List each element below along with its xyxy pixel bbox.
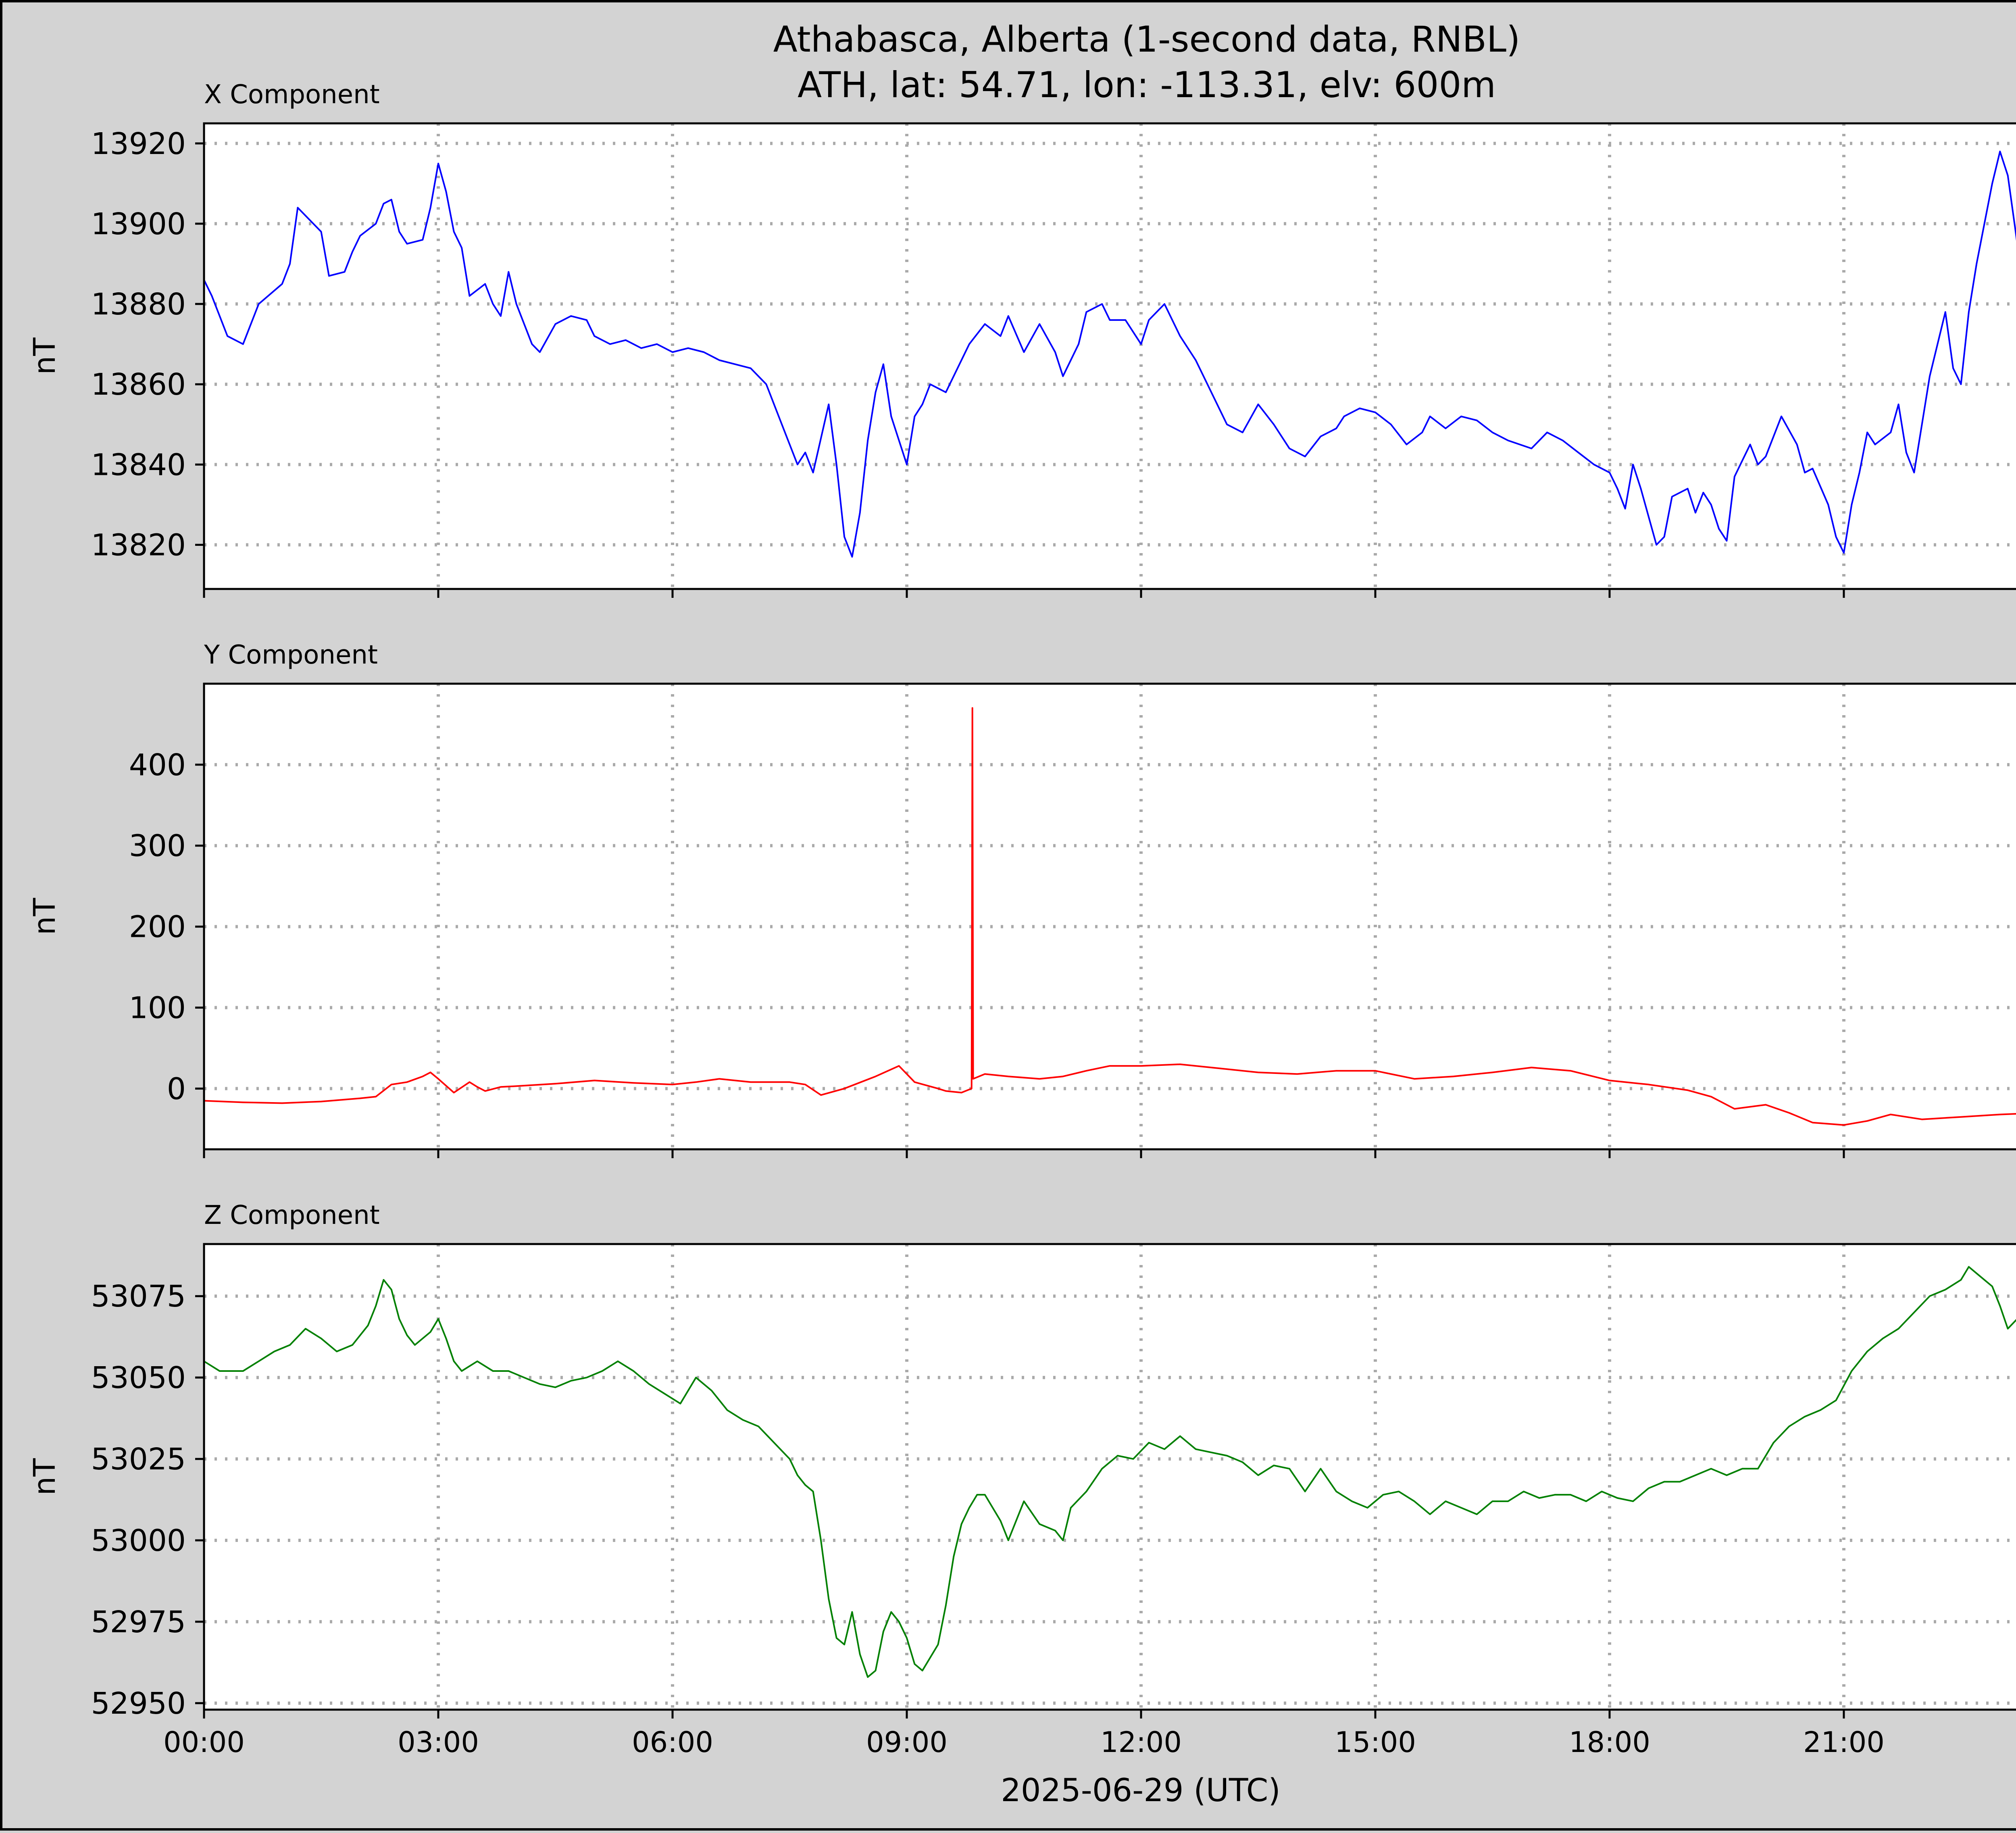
series-line-y (204, 707, 2016, 1126)
y-tick-label: 13840 (91, 447, 186, 482)
y-tick-label: 200 (129, 910, 186, 945)
x-tick-label: 12:00 (1100, 1726, 1182, 1759)
panel-title-y: Y Component (204, 640, 378, 670)
y-tick-label: 53000 (91, 1523, 186, 1558)
panel-title-x: X Component (204, 80, 380, 110)
y-tick-label: 53050 (91, 1361, 186, 1395)
x-axis-label: 2025-06-29 (UTC) (1001, 1773, 1281, 1809)
series-line-z (203, 1266, 2016, 1678)
x-tick-label: 15:00 (1335, 1726, 1416, 1759)
series-line-x (203, 150, 2016, 558)
chart-title: Athabasca, Alberta (1-second data, RNBL) (773, 19, 1520, 60)
y-tick-label: 300 (129, 829, 186, 863)
x-tick-label: 03:00 (398, 1726, 479, 1759)
x-tick-label: 18:00 (1569, 1726, 1650, 1759)
y-tick-label: 100 (129, 990, 186, 1025)
y-tick-label: 13880 (91, 287, 186, 322)
panel-title-z: Z Component (204, 1201, 380, 1230)
y-tick-label: 13860 (91, 367, 186, 402)
plot-area-z (204, 1244, 2016, 1710)
plot-frame-y (203, 682, 2016, 1151)
y-tick-label: 53075 (91, 1279, 186, 1314)
plot-area-y (204, 684, 2016, 1149)
x-tick-label: 21:00 (1803, 1726, 1885, 1759)
y-tick-label: 52950 (91, 1686, 186, 1721)
x-tick-label: 06:00 (632, 1726, 713, 1759)
x-tick-label: 09:00 (866, 1726, 948, 1759)
y-tick-label: 400 (129, 748, 186, 782)
y-axis-label-x: nT (27, 337, 62, 375)
y-tick-label: 13920 (91, 127, 186, 161)
plot-area-x (204, 123, 2016, 589)
y-tick-label: 0 (167, 1072, 186, 1106)
y-tick-label: 53025 (91, 1442, 186, 1477)
x-tick-label: 00:00 (163, 1726, 245, 1759)
y-tick-label: 13900 (91, 207, 186, 241)
y-axis-label-z: nT (27, 1458, 62, 1496)
y-tick-label: 13820 (91, 528, 186, 562)
y-axis-label-y: nT (27, 898, 62, 935)
plot-frame-x (203, 122, 2016, 590)
plot-frame-z (203, 1243, 2016, 1711)
chart-subtitle: ATH, lat: 54.71, lon: -113.31, elv: 600m (798, 64, 1496, 106)
y-tick-label: 52975 (91, 1605, 186, 1640)
